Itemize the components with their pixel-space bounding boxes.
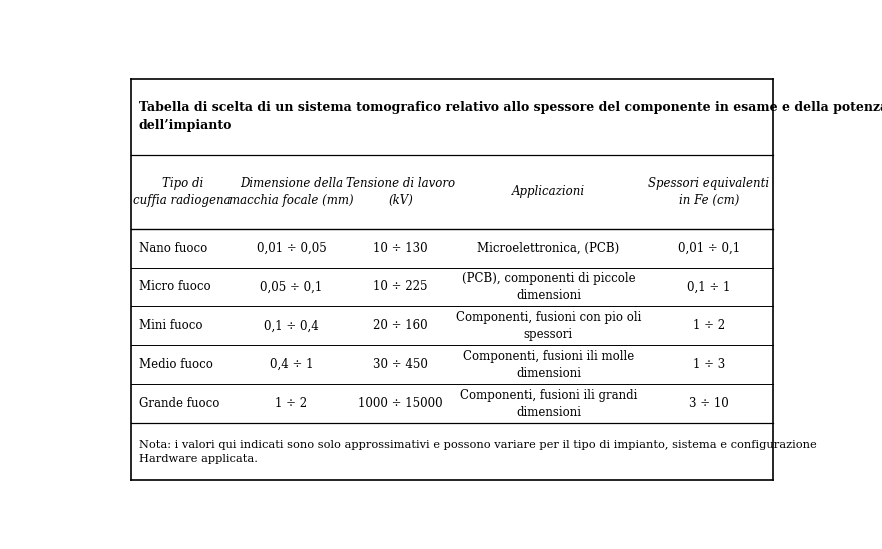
Text: 1 ÷ 2: 1 ÷ 2 xyxy=(693,320,725,332)
Text: Componenti, fusioni con pio oli
spessori: Componenti, fusioni con pio oli spessori xyxy=(456,311,641,341)
Text: 10 ÷ 225: 10 ÷ 225 xyxy=(373,281,428,294)
Text: Mini fuoco: Mini fuoco xyxy=(139,320,203,332)
Text: 0,1 ÷ 0,4: 0,1 ÷ 0,4 xyxy=(264,320,318,332)
Text: Spessori equivalenti
in Fe (cm): Spessori equivalenti in Fe (cm) xyxy=(648,177,770,206)
Text: Micro fuoco: Micro fuoco xyxy=(139,281,211,294)
Text: Applicazioni: Applicazioni xyxy=(512,185,585,198)
Text: 0,01 ÷ 0,1: 0,01 ÷ 0,1 xyxy=(678,242,740,255)
Text: 1 ÷ 3: 1 ÷ 3 xyxy=(693,358,725,371)
Text: 1000 ÷ 15000: 1000 ÷ 15000 xyxy=(358,397,443,410)
Text: Tensione di lavoro
(kV): Tensione di lavoro (kV) xyxy=(346,177,455,206)
Text: (PCB), componenti di piccole
dimensioni: (PCB), componenti di piccole dimensioni xyxy=(461,272,635,302)
Text: 30 ÷ 450: 30 ÷ 450 xyxy=(373,358,428,371)
Text: Componenti, fusioni ili molle
dimensioni: Componenti, fusioni ili molle dimensioni xyxy=(463,350,634,380)
Text: 0,01 ÷ 0,05: 0,01 ÷ 0,05 xyxy=(257,242,326,255)
Text: 20 ÷ 160: 20 ÷ 160 xyxy=(373,320,428,332)
Text: 0,05 ÷ 0,1: 0,05 ÷ 0,1 xyxy=(260,281,323,294)
Text: Nota: i valori qui indicati sono solo approssimativi e possono variare per il ti: Nota: i valori qui indicati sono solo ap… xyxy=(139,440,817,463)
Text: 3 ÷ 10: 3 ÷ 10 xyxy=(689,397,729,410)
Text: 1 ÷ 2: 1 ÷ 2 xyxy=(275,397,308,410)
Text: 10 ÷ 130: 10 ÷ 130 xyxy=(373,242,428,255)
Text: Dimensione della
macchia focale (mm): Dimensione della macchia focale (mm) xyxy=(229,177,354,206)
Text: Grande fuoco: Grande fuoco xyxy=(139,397,220,410)
Text: Tipo di
cuffia radiogena: Tipo di cuffia radiogena xyxy=(133,177,231,206)
Text: Componenti, fusioni ili grandi
dimensioni: Componenti, fusioni ili grandi dimension… xyxy=(460,389,637,419)
Text: Tabella di scelta di un sistema tomografico relativo allo spessore del component: Tabella di scelta di un sistema tomograf… xyxy=(139,101,882,132)
Text: Microelettronica, (PCB): Microelettronica, (PCB) xyxy=(477,242,619,255)
Text: 0,4 ÷ 1: 0,4 ÷ 1 xyxy=(270,358,313,371)
Text: Medio fuoco: Medio fuoco xyxy=(139,358,213,371)
Text: Nano fuoco: Nano fuoco xyxy=(139,242,207,255)
Text: 0,1 ÷ 1: 0,1 ÷ 1 xyxy=(687,281,730,294)
